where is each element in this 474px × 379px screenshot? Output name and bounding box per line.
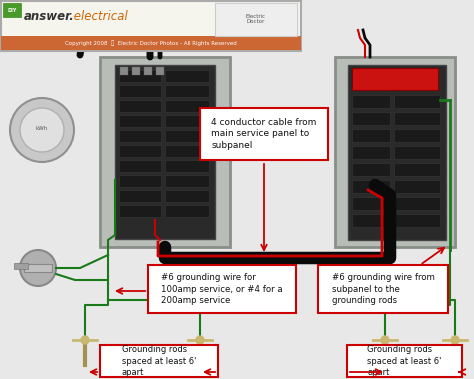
Bar [394,214,440,227]
Bar [165,70,209,82]
Bar [119,205,161,217]
Bar [165,130,209,142]
Bar [115,65,215,239]
Bar [352,214,390,227]
Bar [394,146,440,159]
Bar [352,197,390,210]
Bar [24,264,52,272]
Text: Electric
Doctor: Electric Doctor [246,14,266,24]
Bar [119,115,161,127]
Bar [119,70,161,82]
Circle shape [20,250,56,286]
Bar [1,1,301,51]
Bar [394,95,440,108]
Bar [165,175,209,187]
Bar [165,100,209,112]
Bar [165,205,209,217]
Bar [156,67,164,75]
Bar [148,265,296,313]
Text: Grounding rods
spaced at least 6'
apart: Grounding rods spaced at least 6' apart [367,345,442,377]
Bar [165,190,209,202]
Text: 4 conductor cable from
main service panel to
subpanel: 4 conductor cable from main service pane… [211,118,317,150]
Bar [352,95,390,108]
Bar [100,57,230,247]
Bar [119,130,161,142]
Bar [352,129,390,142]
Bar [215,3,297,36]
Text: #6 grounding wire from
subpanel to the
grounding rods: #6 grounding wire from subpanel to the g… [331,273,435,305]
Bar [119,100,161,112]
Bar [14,263,28,269]
Text: electrical: electrical [70,9,128,22]
Bar [394,163,440,176]
Bar [352,68,438,90]
Bar [352,146,390,159]
Circle shape [20,108,64,152]
Bar [347,345,462,377]
Text: answer.: answer. [24,9,75,22]
Bar [100,345,218,377]
Bar [119,175,161,187]
Bar [132,67,140,75]
Bar [394,197,440,210]
Bar [352,163,390,176]
Circle shape [451,336,459,344]
Bar [394,112,440,125]
Circle shape [10,98,74,162]
Bar [394,129,440,142]
Text: Grounding rods
spaced at least 6'
apart: Grounding rods spaced at least 6' apart [122,345,196,377]
Circle shape [81,336,89,344]
Bar [1,36,301,50]
Bar [335,57,455,247]
Bar [3,3,21,17]
Text: kWh: kWh [36,125,48,130]
Bar [119,160,161,172]
Text: #6 grounding wire for
100amp service, or #4 for a
200amp service: #6 grounding wire for 100amp service, or… [161,273,283,305]
Bar [144,67,152,75]
Circle shape [381,336,389,344]
Bar [352,180,390,193]
Text: Copyright 2008  Ⓢ  Electric Doctor Photos - All Rights Reserved: Copyright 2008 Ⓢ Electric Doctor Photos … [65,40,237,46]
Bar [165,145,209,157]
Bar [165,160,209,172]
Bar [318,265,448,313]
Bar [119,190,161,202]
Bar [394,180,440,193]
Bar [348,65,446,240]
Bar [165,85,209,97]
Circle shape [196,336,204,344]
Bar [165,115,209,127]
Text: DIY: DIY [7,8,17,13]
Bar [119,85,161,97]
Bar [120,67,128,75]
Bar [352,112,390,125]
Bar [119,145,161,157]
Bar [200,108,328,160]
